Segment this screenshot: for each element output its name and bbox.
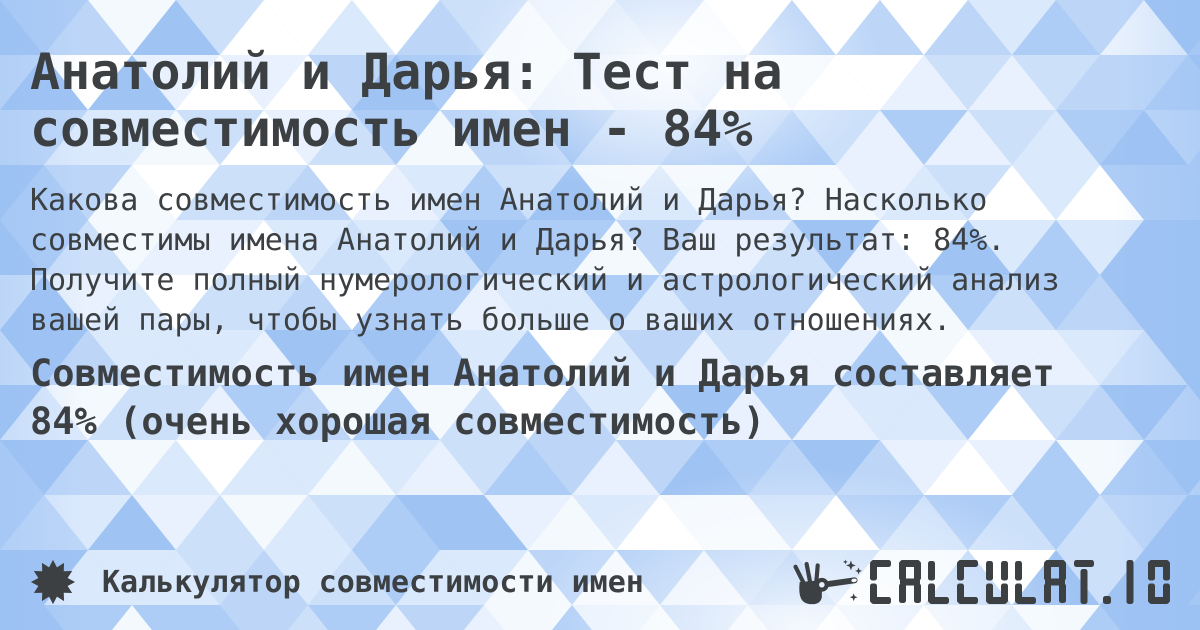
result-statement: Совместимость имен Анатолий и Дарья сост… bbox=[30, 352, 1055, 443]
page-title: Анатолий и Дарья: Тест на совместимость … bbox=[30, 43, 783, 158]
description-text: Какова совместимость имен Анатолий и Дар… bbox=[30, 183, 1060, 338]
brand-logo-text bbox=[870, 560, 1170, 604]
brand-logo bbox=[790, 557, 1170, 607]
footer-site-label: Калькулятор совместимости имен bbox=[102, 564, 644, 600]
footer: Калькулятор совместимости имен bbox=[30, 550, 1170, 614]
magic-wand-icon bbox=[790, 557, 862, 607]
starburst-icon bbox=[30, 559, 76, 605]
card-content: Анатолий и Дарья: Тест на совместимость … bbox=[0, 44, 1200, 446]
